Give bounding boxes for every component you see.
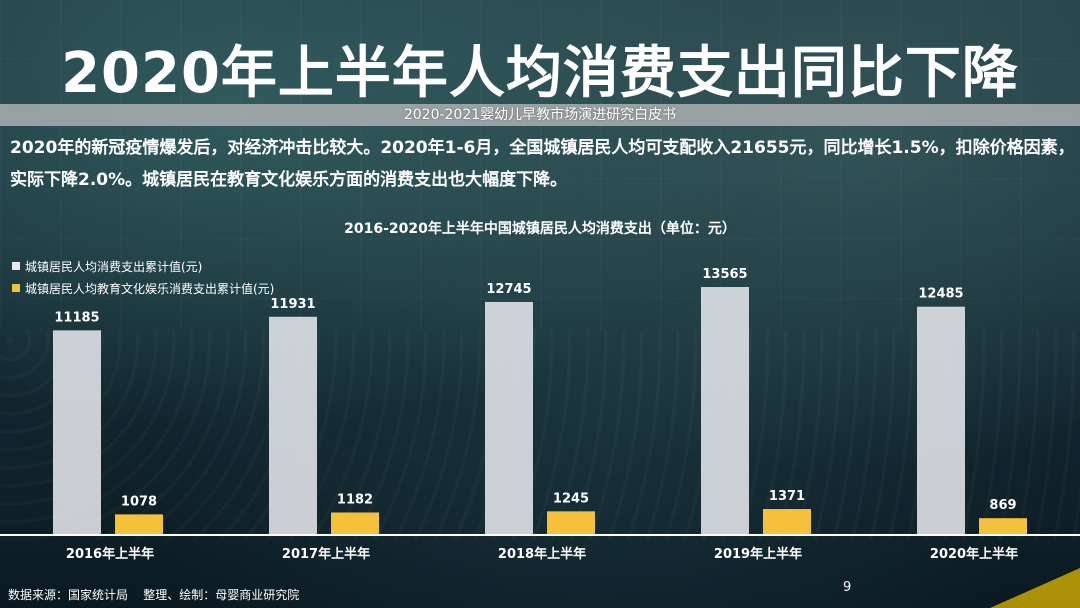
data-label-total: 12485 bbox=[918, 287, 963, 302]
bar-total bbox=[917, 306, 965, 534]
data-label-total: 11931 bbox=[270, 297, 315, 312]
data-label-education: 1182 bbox=[337, 492, 373, 507]
bar-education bbox=[763, 509, 811, 534]
bar-education bbox=[331, 512, 379, 534]
bar-education bbox=[547, 511, 595, 534]
data-label-total: 11185 bbox=[54, 310, 99, 325]
data-label-education: 869 bbox=[989, 498, 1016, 513]
x-tick-label: 2018年上半年 bbox=[498, 546, 586, 562]
data-label-education: 1245 bbox=[553, 491, 589, 506]
x-tick-label: 2020年上半年 bbox=[930, 546, 1018, 562]
legend-label-education: 城镇居民人均教育文化娱乐消费支出累计值(元) bbox=[25, 281, 275, 296]
data-label-education: 1078 bbox=[121, 494, 157, 509]
corner-decoration bbox=[990, 568, 1080, 608]
legend-item-education: 城镇居民人均教育文化娱乐消费支出累计值(元) bbox=[12, 278, 274, 298]
slide-title: 2020年上半年人均消费支出同比下降 bbox=[61, 41, 1019, 106]
data-label-total: 13565 bbox=[702, 267, 747, 282]
intro-paragraph: 2020年的新冠疫情爆发后，对经济冲击比较大。2020年1-6月，全国城镇居民人… bbox=[10, 138, 1075, 190]
legend-swatch-education bbox=[12, 284, 20, 292]
legend-swatch-total bbox=[12, 262, 20, 270]
x-tick-label: 2019年上半年 bbox=[714, 546, 802, 562]
bar-total bbox=[269, 316, 317, 534]
background-crowd bbox=[0, 330, 1080, 540]
legend-label-total: 城镇居民人均消费支出累计值(元) bbox=[25, 259, 203, 274]
subtitle-band bbox=[0, 104, 1080, 126]
page-number: 9 bbox=[843, 580, 852, 595]
legend-item-total: 城镇居民人均消费支出累计值(元) bbox=[12, 256, 274, 276]
chart-legend: 城镇居民人均消费支出累计值(元) 城镇居民人均教育文化娱乐消费支出累计值(元) bbox=[12, 256, 274, 300]
bar-total bbox=[485, 301, 533, 534]
x-tick-label: 2017年上半年 bbox=[282, 546, 370, 562]
data-label-total: 12745 bbox=[486, 282, 531, 297]
x-tick-label: 2016年上半年 bbox=[66, 546, 154, 562]
slide-subtitle: 2020-2021婴幼儿早教市场演进研究白皮书 bbox=[403, 107, 677, 123]
bar-total bbox=[53, 330, 101, 534]
source-footer: 数据来源：国家统计局 整理、绘制：母婴商业研究院 bbox=[8, 588, 300, 602]
bar-total bbox=[701, 287, 749, 534]
chart-title: 2016-2020年上半年中国城镇居民人均消费支出（单位：元） bbox=[344, 221, 736, 237]
bar-education bbox=[979, 518, 1027, 534]
bar-education bbox=[115, 514, 163, 534]
data-label-education: 1371 bbox=[769, 489, 805, 504]
